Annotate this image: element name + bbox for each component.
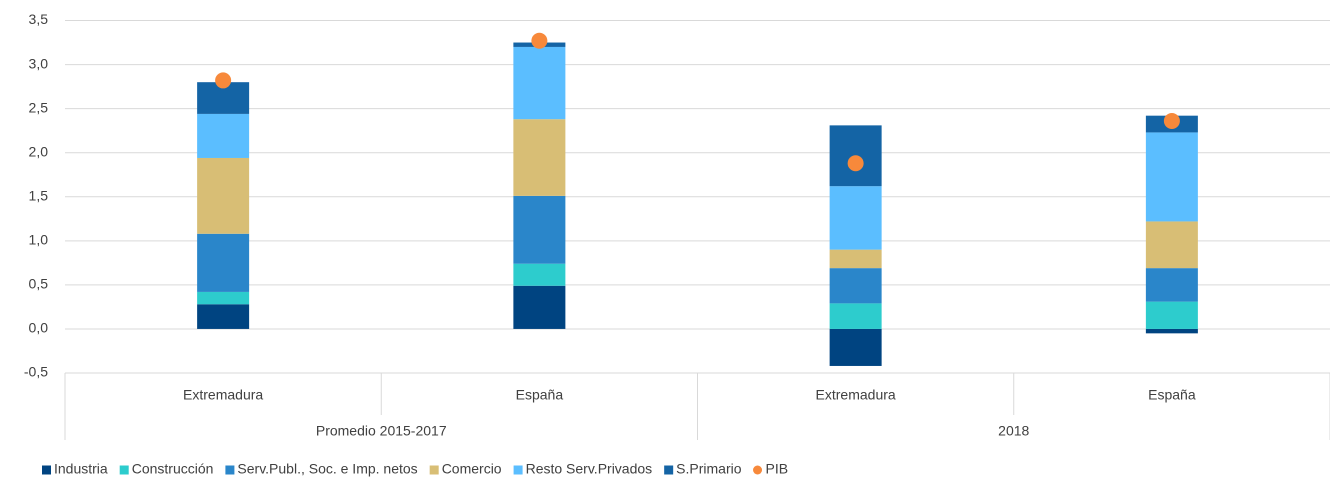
legend-marker xyxy=(664,465,674,475)
y-tick-label: 1,0 xyxy=(29,232,49,248)
legend-marker xyxy=(753,465,763,475)
bar-segment xyxy=(197,233,250,292)
bar-segment xyxy=(829,303,882,329)
bar-segment xyxy=(1145,221,1198,269)
point xyxy=(847,155,864,172)
x-tick-label: España xyxy=(1148,387,1196,403)
bar-segment xyxy=(513,263,566,286)
legend-marker xyxy=(225,465,235,475)
legend-label: Resto Serv.Privados xyxy=(526,461,653,477)
y-tick-label: 1,5 xyxy=(29,187,49,203)
bar-segment xyxy=(197,291,250,305)
x-tick-label: Extremadura xyxy=(816,387,896,403)
x-tick-label: España xyxy=(516,387,564,403)
legend-marker xyxy=(42,465,51,475)
legend-label: Industria xyxy=(54,461,108,477)
y-tick-label: 2,0 xyxy=(29,143,49,159)
legend-label: Construcción xyxy=(132,461,214,477)
x-tick-label: Extremadura xyxy=(183,387,263,403)
legend-label: Serv.Publ., Soc. e Imp. netos xyxy=(237,461,417,477)
legend-marker xyxy=(513,465,523,475)
bar-segment xyxy=(1145,132,1198,222)
y-tick-label: 2,5 xyxy=(29,99,49,115)
group-label: Promedio 2015-2017 xyxy=(316,423,447,439)
bar-segment xyxy=(197,113,250,158)
bar-segment xyxy=(1145,301,1198,329)
bar-segment xyxy=(829,268,882,304)
legend-label: S.Primario xyxy=(676,461,742,477)
bar-segment xyxy=(197,157,250,234)
bar-segment xyxy=(829,249,882,269)
bar-segment xyxy=(1145,268,1198,302)
bar-segment xyxy=(513,119,566,196)
y-tick-label: 0,0 xyxy=(29,320,49,336)
point xyxy=(215,72,232,89)
point xyxy=(531,32,548,49)
point xyxy=(1163,112,1180,129)
legend-label: Comercio xyxy=(442,461,502,477)
bar-segment xyxy=(829,186,882,250)
y-tick-label: 3,5 xyxy=(29,11,49,27)
bar-segment xyxy=(513,285,566,329)
y-tick-label: 3,0 xyxy=(29,55,49,71)
bar-segment xyxy=(1145,328,1198,334)
y-tick-label: 0,5 xyxy=(29,276,49,292)
bar-segment xyxy=(197,304,250,329)
y-tick-label: -0,5 xyxy=(24,364,48,380)
legend-marker xyxy=(119,465,129,475)
bar-segment xyxy=(829,328,882,366)
legend-marker xyxy=(429,465,439,475)
legend-label: PIB xyxy=(766,461,789,477)
bar-segment xyxy=(513,195,566,264)
bar-segment xyxy=(513,46,566,120)
group-label: 2018 xyxy=(998,423,1029,439)
